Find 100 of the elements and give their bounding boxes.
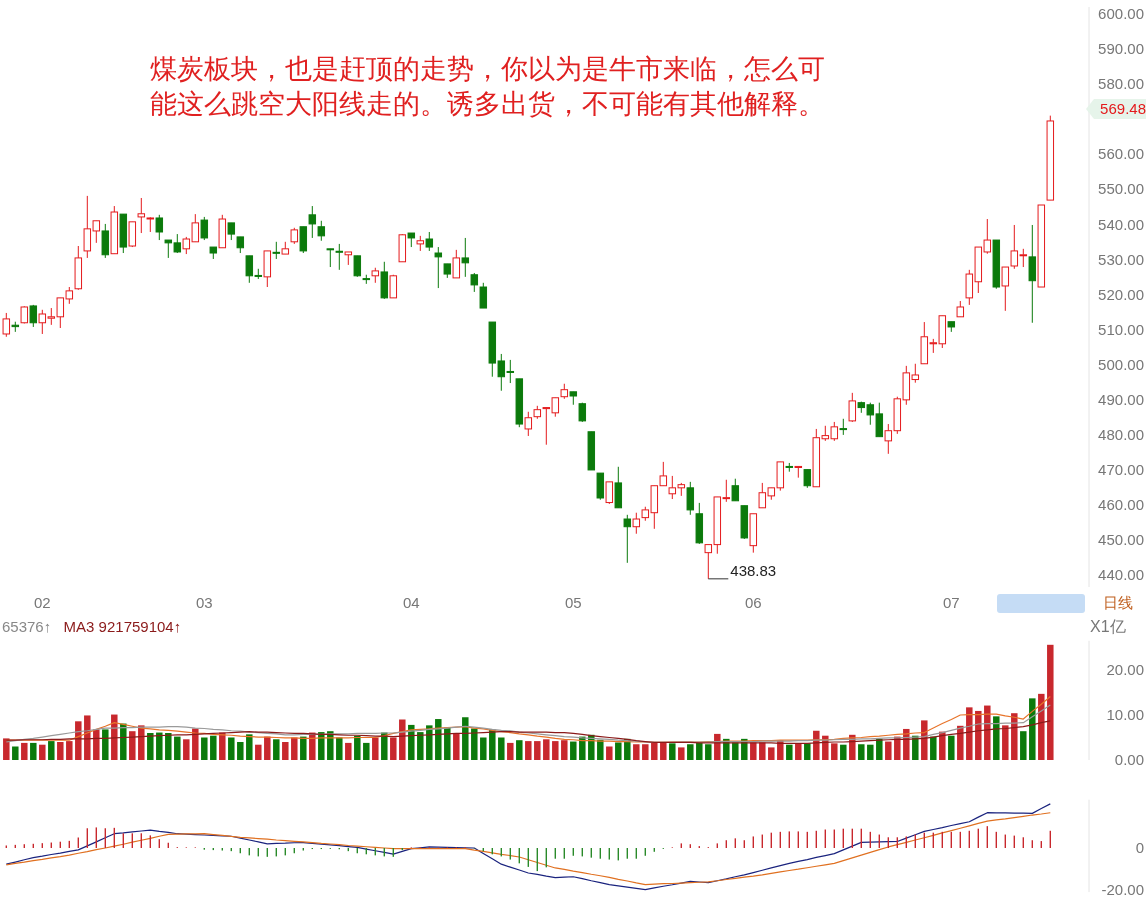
bar — [408, 724, 415, 760]
bar — [543, 739, 550, 760]
y-tick-label: 0 — [1135, 839, 1144, 857]
bar — [219, 732, 226, 760]
bar — [786, 744, 793, 760]
bar — [642, 744, 649, 760]
candlestick — [425, 231, 434, 252]
bar — [651, 742, 658, 760]
candlestick — [803, 469, 812, 489]
bar — [174, 736, 181, 760]
candlestick — [605, 481, 614, 505]
bar — [66, 741, 73, 760]
bar — [1029, 698, 1036, 760]
text: 日线 — [1103, 594, 1133, 611]
bar — [831, 743, 838, 760]
candlestick — [155, 214, 164, 241]
bar — [255, 744, 262, 760]
candlestick — [200, 216, 209, 241]
bar — [948, 735, 955, 760]
line-series — [5, 704, 1051, 744]
bar — [3, 738, 10, 760]
bar — [345, 742, 352, 760]
bar — [678, 747, 685, 760]
bar — [57, 742, 64, 760]
y-tick-label: 510.00 — [1098, 320, 1144, 338]
bar — [507, 742, 514, 760]
candlestick — [848, 392, 857, 423]
candlestick — [452, 249, 461, 279]
y-tick-label: 550.00 — [1098, 180, 1144, 198]
candlestick — [326, 248, 335, 268]
bar — [129, 731, 136, 760]
y-tick-label: 490.00 — [1098, 390, 1144, 408]
bar — [264, 736, 271, 760]
y-tick-label: -20.00 — [1101, 881, 1144, 899]
y-tick-label: 10.00 — [1106, 706, 1144, 724]
x-tick-label: 04 — [402, 594, 420, 611]
bar — [570, 741, 577, 760]
bar — [354, 735, 361, 760]
bar — [597, 739, 604, 760]
bar — [300, 736, 307, 760]
bar — [147, 733, 154, 760]
line-series — [5, 720, 1051, 744]
bar — [336, 737, 343, 760]
bar — [993, 716, 1000, 760]
x-tick-label: 06 — [744, 594, 762, 611]
bar — [795, 743, 802, 760]
bar — [615, 742, 622, 760]
bar — [435, 719, 442, 760]
bar — [453, 733, 460, 760]
y-tick-label: 500.00 — [1098, 355, 1144, 373]
bar — [1011, 713, 1018, 760]
y-tick-label: 480.00 — [1098, 425, 1144, 443]
bar — [840, 744, 847, 760]
y-tick-label: 0.00 — [1114, 751, 1144, 769]
bar — [957, 725, 964, 760]
text: MA3 921759104↑ — [63, 617, 182, 635]
bar — [210, 735, 217, 760]
price-tag: 569.48 — [1086, 98, 1146, 119]
bar — [687, 744, 694, 760]
bar — [30, 742, 37, 760]
bar — [534, 741, 541, 760]
bar — [246, 734, 253, 760]
bar — [48, 741, 55, 760]
candlestick — [632, 512, 641, 535]
bar — [1002, 725, 1009, 760]
bar — [12, 746, 19, 760]
line-series — [5, 812, 1051, 886]
bar — [228, 737, 235, 760]
bar — [552, 741, 559, 760]
bar — [867, 744, 874, 760]
candlestick — [434, 246, 443, 289]
bar — [696, 742, 703, 760]
y-tick-label: 590.00 — [1098, 40, 1144, 58]
x-tick-label: 05 — [564, 594, 582, 611]
x-tick-label: 03 — [195, 594, 213, 611]
bar — [282, 742, 289, 760]
bar — [525, 741, 532, 760]
y-tick-label: 580.00 — [1098, 75, 1144, 93]
bar — [21, 742, 28, 760]
bar — [273, 739, 280, 760]
bar — [633, 744, 640, 760]
candlestick — [731, 478, 740, 502]
bar — [1047, 644, 1054, 760]
bar — [417, 732, 424, 760]
bar — [768, 747, 775, 760]
bar — [1020, 731, 1027, 760]
y-tick-label: 540.00 — [1098, 215, 1144, 233]
candlestick — [524, 411, 533, 437]
candlestick — [461, 237, 470, 278]
bar — [705, 744, 712, 760]
bar — [606, 746, 613, 760]
y-tick-label: 440.00 — [1098, 565, 1144, 583]
bar — [858, 744, 865, 760]
bar — [138, 725, 145, 760]
bar — [1038, 693, 1045, 760]
bar — [39, 744, 46, 760]
y-tick-label: 530.00 — [1098, 250, 1144, 268]
bar — [876, 738, 883, 760]
bar — [480, 737, 487, 760]
text: 65376↑ — [2, 617, 52, 635]
